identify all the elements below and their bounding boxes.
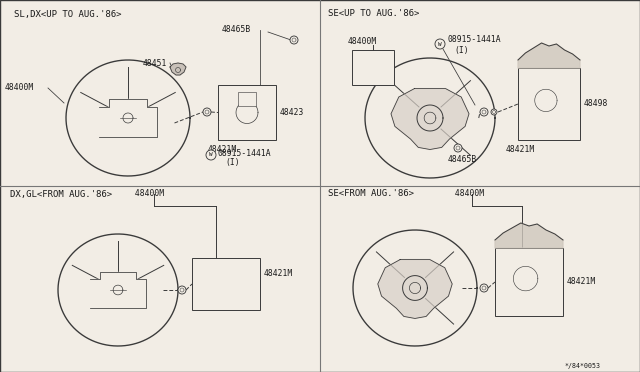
Bar <box>495 248 563 316</box>
Polygon shape <box>170 63 186 75</box>
Polygon shape <box>518 43 580 68</box>
Text: 48451: 48451 <box>143 58 168 67</box>
Text: SE<FROM AUG.'86>: SE<FROM AUG.'86> <box>328 189 414 199</box>
Text: (I): (I) <box>225 157 239 167</box>
Circle shape <box>491 109 497 115</box>
Text: 48400M: 48400M <box>348 38 377 46</box>
Polygon shape <box>378 260 452 318</box>
Bar <box>238 92 256 106</box>
Polygon shape <box>90 272 146 308</box>
Text: */84*0053: */84*0053 <box>565 363 601 369</box>
Text: 48421M: 48421M <box>264 269 293 278</box>
Circle shape <box>203 108 211 116</box>
Polygon shape <box>99 99 157 137</box>
Text: SL,DX<UP TO AUG.'86>: SL,DX<UP TO AUG.'86> <box>14 10 122 19</box>
Text: 48465B: 48465B <box>448 154 477 164</box>
Text: 48465B: 48465B <box>222 26 252 35</box>
Bar <box>192 258 260 310</box>
Bar <box>218 85 276 140</box>
Circle shape <box>480 284 488 292</box>
Bar <box>352 50 394 85</box>
Text: 48423: 48423 <box>280 108 305 117</box>
Bar <box>518 68 580 140</box>
Text: 48421M: 48421M <box>506 145 535 154</box>
Circle shape <box>454 144 462 152</box>
Text: W: W <box>438 42 442 46</box>
Polygon shape <box>495 223 563 248</box>
Text: 48400M: 48400M <box>450 189 484 199</box>
Text: 48498: 48498 <box>584 99 609 109</box>
Text: 48400M: 48400M <box>5 83 35 93</box>
Circle shape <box>290 36 298 44</box>
Text: DX,GL<FROM AUG.'86>: DX,GL<FROM AUG.'86> <box>10 189 112 199</box>
Circle shape <box>206 150 216 160</box>
Circle shape <box>178 286 186 294</box>
Circle shape <box>435 39 445 49</box>
Text: 08915-1441A: 08915-1441A <box>447 35 500 45</box>
Text: W: W <box>209 153 213 157</box>
Text: SE<UP TO AUG.'86>: SE<UP TO AUG.'86> <box>328 10 419 19</box>
Circle shape <box>480 108 488 116</box>
Text: (I): (I) <box>454 45 468 55</box>
Text: 08915-1441A: 08915-1441A <box>218 148 271 157</box>
Polygon shape <box>391 89 469 150</box>
Text: 48400M: 48400M <box>130 189 164 199</box>
Text: 48421M: 48421M <box>567 278 596 286</box>
Text: 48421M: 48421M <box>208 144 237 154</box>
